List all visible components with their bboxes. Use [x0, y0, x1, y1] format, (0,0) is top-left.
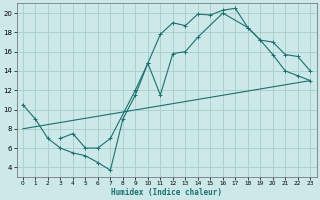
X-axis label: Humidex (Indice chaleur): Humidex (Indice chaleur) — [111, 188, 222, 197]
